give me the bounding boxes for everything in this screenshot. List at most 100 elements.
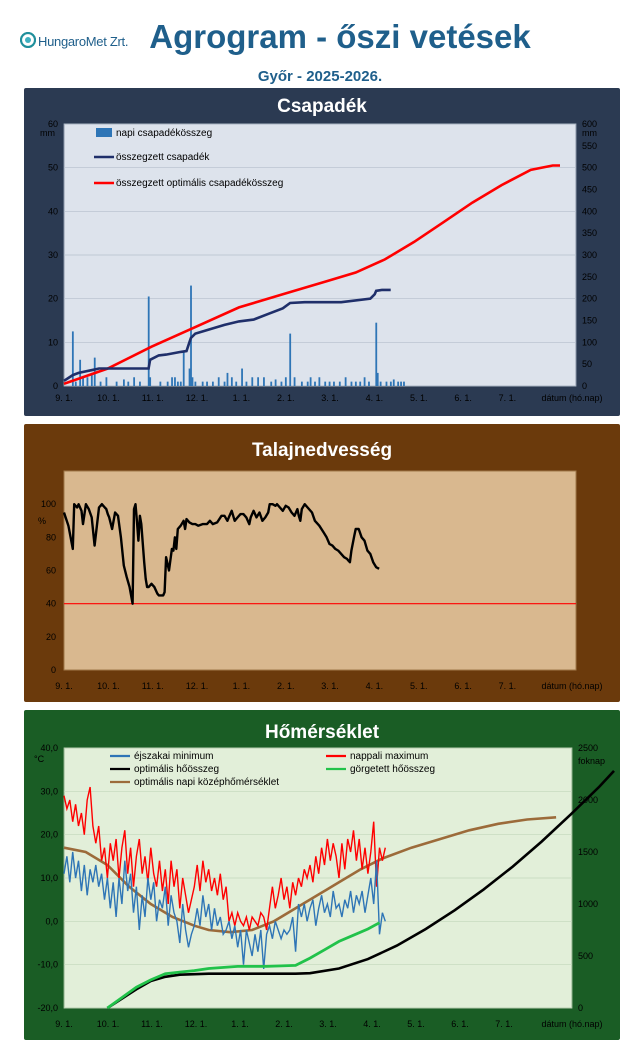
x-tick-label: 3. 1.: [321, 393, 339, 403]
x-tick-label: 5. 1.: [410, 393, 428, 403]
precip-bar: [403, 381, 405, 386]
precip-bar: [174, 377, 176, 386]
legend-label: összegzett optimális csapadékösszeg: [116, 178, 283, 189]
x-tick-label: 2. 1.: [277, 393, 295, 403]
y2-unit-label: mm: [582, 128, 597, 138]
precip-bar: [123, 379, 125, 386]
x-tick-label: 9. 1.: [55, 1019, 73, 1029]
y-tick-label: 30,0: [40, 786, 58, 796]
precip-bar: [293, 377, 296, 386]
precip-bar: [74, 381, 77, 386]
x-tick-label: 1. 1.: [231, 1019, 249, 1029]
precip-bar: [166, 381, 169, 386]
x-tick-label: 6. 1.: [451, 1019, 469, 1029]
precip-bar: [344, 377, 347, 386]
plot-area: [63, 470, 577, 671]
x-tick-label: 4. 1.: [366, 393, 384, 403]
precip-bar: [318, 377, 321, 386]
precip-bar: [235, 381, 238, 386]
precipitation-chart: 6050403020100600550500450400350300250200…: [40, 119, 603, 403]
precip-bar: [359, 381, 362, 386]
y-tick-label: 40,0: [40, 743, 58, 753]
x-tick-label: 5. 1.: [410, 681, 428, 691]
x-axis-label: dátum (hó.nap): [541, 681, 602, 691]
precip-bar: [263, 377, 265, 386]
precip-bar: [385, 381, 388, 386]
precip-bar: [211, 381, 214, 386]
precip-bar: [115, 381, 118, 386]
precip-bar: [289, 333, 292, 386]
precip-bar: [251, 377, 254, 386]
precip-bar: [191, 377, 194, 386]
precip-bar: [306, 381, 309, 386]
y-tick-label: 60: [46, 566, 56, 576]
precip-bar: [86, 377, 89, 386]
y-tick-label: 0: [53, 381, 58, 391]
x-tick-label: 11. 1.: [142, 393, 164, 403]
y2-tick-label: 550: [582, 141, 597, 151]
y-unit-label: %: [38, 516, 46, 526]
precip-bar: [314, 381, 316, 386]
legend-label: napi csapadékösszeg: [116, 128, 212, 139]
temperature-title: Hőmérséklet: [264, 722, 380, 743]
y2-tick-label: 0: [582, 381, 587, 391]
x-tick-label: 10. 1.: [97, 681, 120, 691]
precip-bar: [363, 377, 366, 386]
x-tick-label: 12. 1.: [186, 393, 209, 403]
x-tick-label: 11. 1.: [141, 1019, 163, 1029]
precip-bar: [350, 381, 353, 386]
precip-bar: [284, 377, 287, 386]
precip-bar: [257, 377, 260, 386]
logo: HungaroMet Zrt.: [20, 30, 170, 56]
precip-bar: [280, 381, 283, 386]
y2-tick-label: 400: [582, 206, 597, 216]
x-tick-label: 7. 1.: [499, 681, 517, 691]
precipitation-title: Csapadék: [277, 96, 367, 117]
y-tick-label: 0: [51, 665, 56, 675]
precip-bar: [379, 381, 382, 386]
precip-bar: [376, 372, 379, 386]
soil-moisture-chart: 100 80 60 40 20 0% 9. 1. 10. 1. 11. 1. 12. 1. 1. 1…: [38, 470, 603, 691]
precip-bar: [105, 377, 108, 386]
precip-bar: [274, 379, 277, 386]
opt-daily-mean-line: [63, 816, 557, 934]
legend-label: összegzett csapadék: [116, 152, 210, 163]
precip-bar: [375, 322, 378, 386]
precip-bar: [333, 381, 335, 386]
y-tick-label: 100: [41, 499, 56, 509]
y2-tick-label: 500: [578, 951, 593, 961]
precip-bar: [230, 377, 233, 386]
y-tick-label: 30: [48, 250, 58, 260]
y2-tick-label: 200: [582, 294, 597, 304]
precip-bar: [338, 381, 341, 386]
y2-tick-label: 2000: [578, 795, 598, 805]
precip-bar: [194, 381, 197, 386]
legend-label: nappali maximum: [350, 751, 428, 762]
precip-bar: [223, 381, 226, 386]
x-tick-label: 2. 1.: [277, 681, 295, 691]
precip-bar: [147, 296, 150, 386]
precip-bar: [149, 377, 152, 386]
precip-bar: [99, 381, 102, 386]
y2-tick-label: 50: [582, 359, 592, 369]
precip-bar: [270, 381, 273, 386]
x-tick-label: 12. 1.: [185, 1019, 208, 1029]
legend-label: éjszakai minimum: [134, 751, 213, 762]
precip-bar: [90, 372, 93, 386]
x-tick-label: 4. 1.: [366, 681, 384, 691]
x-tick-label: 3. 1.: [321, 681, 339, 691]
x-tick-label: 1. 1.: [233, 393, 251, 403]
rolled-heatsum-line: [106, 921, 381, 1010]
y2-tick-label: 2500: [578, 743, 598, 753]
y2-tick-label: 300: [582, 250, 597, 260]
x-tick-label: 1. 1.: [233, 681, 251, 691]
x-tick-label: 5. 1.: [407, 1019, 425, 1029]
logo-text: HungaroMet Zrt.: [38, 34, 129, 49]
opt-heatsum-line: [106, 770, 615, 1010]
x-axis-label: dátum (hó.nap): [541, 1019, 602, 1029]
x-tick-label: 6. 1.: [454, 681, 472, 691]
y2-tick-label: 0: [578, 1003, 583, 1013]
legend-label: optimális hőösszeg: [134, 764, 219, 775]
temperature-chart: 40,0 30,0 20,0 10,0 0,0 -10,0 -20,0 2500 2000 150…: [34, 743, 615, 1029]
optimal-cumulative-line: [63, 164, 560, 386]
